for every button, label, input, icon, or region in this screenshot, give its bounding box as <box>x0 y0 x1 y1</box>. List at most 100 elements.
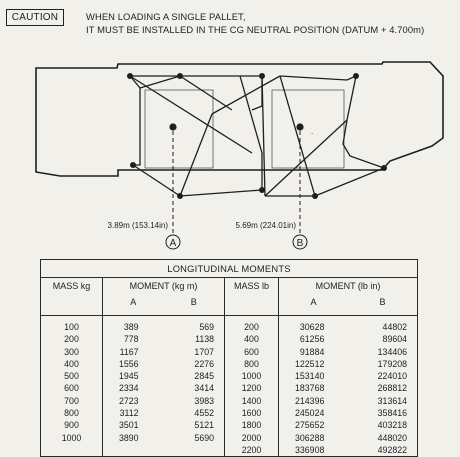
header-lbin-col-a: A <box>310 297 317 307</box>
moment-lbin-b-cell: 134406 <box>377 346 408 357</box>
tie-down-rings <box>127 73 387 199</box>
mass-lb-cell: 2000 <box>241 432 262 443</box>
small-mark: . <box>311 127 313 136</box>
moment-lbin-b-cell: 179208 <box>377 358 408 369</box>
moment-kgm-a-cell: 3112 <box>119 408 139 419</box>
moment-kgm-a-cell: 1556 <box>119 358 139 369</box>
moment-kgm-b-cell: 2276 <box>194 358 214 369</box>
moment-kgm-a-cell: 778 <box>123 334 139 345</box>
mass-lb-cell: 1800 <box>241 420 262 431</box>
moment-kgm-b-cell: 2845 <box>194 371 214 382</box>
mass-kg-cell: 200 <box>64 334 79 345</box>
moment-kgm-a-cell: 3890 <box>119 432 139 443</box>
marker-a-label: A <box>170 238 177 249</box>
mass-lb-cell: 600 <box>244 346 259 357</box>
moment-kgm-b-cell: 4552 <box>194 408 214 419</box>
moment-kgm-b-cell: 3983 <box>194 395 214 406</box>
moment-kgm-a-cell: 2723 <box>119 395 139 406</box>
moment-lbin-a-cell: 153140 <box>295 371 325 382</box>
mass-lb-cell: 2200 <box>241 444 262 455</box>
moment-kgm-a-cell: 2334 <box>119 383 139 394</box>
dimension-b: 5.69m (224.01in) <box>236 221 297 230</box>
moment-kgm-b-cell: 3414 <box>194 383 214 394</box>
cg-point-a <box>169 123 177 131</box>
moment-lbin-b-cell: 448020 <box>377 432 408 443</box>
mass-lb-column: 200 400 600 800 1000 1200 1400 1600 1800 2000 2200 <box>224 314 279 457</box>
moment-kgm-b-cell: 1138 <box>195 334 214 345</box>
moment-lbin-a-cell: 91884 <box>299 346 325 357</box>
caution-line-2: IT MUST BE INSTALLED IN THE CG NEUTRAL P… <box>86 24 425 35</box>
header-moment-kgm-label: MOMENT (kg m) <box>129 281 198 291</box>
cargo-floor-diagram: . 3.89m (153.14in) 5.69m (224.01in) A B <box>35 61 444 250</box>
header-mass-lb-label: MASS lb <box>233 281 269 291</box>
header-moment-kgm: MOMENT (kg m) A B <box>102 277 225 316</box>
header-mass-kg-label: MASS kg <box>52 281 91 291</box>
mass-kg-cell: 100 <box>64 322 79 332</box>
cg-point-b <box>296 123 304 131</box>
moment-lbin-b-cell: 358416 <box>377 408 408 419</box>
header-moment-lbin: MOMENT (lb in) A B <box>277 277 419 316</box>
moment-kgm-b-cell: 5690 <box>194 432 214 443</box>
moment-kgm-b-cell: 569 <box>199 322 214 332</box>
table-title: LONGITUDINAL MOMENTS <box>39 259 419 278</box>
moment-kgm-a-cell: 3501 <box>119 420 139 431</box>
mass-kg-column: 100 200 300 400 500 600 700 800 900 1000 <box>40 314 103 457</box>
pallet-b <box>271 89 345 169</box>
moment-lbin-a-cell: 30628 <box>299 322 325 332</box>
moment-lbin-column: 30628 61256 91884 122512 153140 183768 214396 2… <box>277 314 419 457</box>
moment-lbin-b-cell: 89604 <box>382 334 408 345</box>
mass-lb-cell: 1600 <box>241 408 262 419</box>
moment-kgm-b-cell: 5121 <box>194 420 214 431</box>
mass-kg-cell: 900 <box>64 420 79 431</box>
mass-kg-cell: 700 <box>64 395 79 406</box>
caution-line-1: WHEN LOADING A SINGLE PALLET, <box>86 11 246 22</box>
mass-kg-cell: 300 <box>64 346 79 357</box>
header-moment-lbin-label: MOMENT (lb in) <box>315 281 381 291</box>
moment-kgm-a-cell: 389 <box>123 322 139 332</box>
header-kgm-col-b: B <box>190 297 197 307</box>
fuselage-outline <box>35 61 444 177</box>
moment-kgm-b-cell: 1707 <box>194 346 214 357</box>
moment-lbin-b-cell: 224010 <box>377 371 408 382</box>
mass-kg-cell: 400 <box>64 358 79 369</box>
moment-lbin-b-cell: 403218 <box>377 420 408 431</box>
moment-lbin-a-cell: 245024 <box>295 408 325 419</box>
mass-kg-cell: 500 <box>64 371 79 382</box>
moment-lbin-a-cell: 306288 <box>295 432 325 443</box>
mass-kg-cell: 1000 <box>61 432 82 443</box>
header-kgm-col-a: A <box>130 297 137 307</box>
header-mass-kg: MASS kg <box>40 277 103 316</box>
moment-lbin-a-cell: 61256 <box>299 334 325 345</box>
mass-lb-cell: 800 <box>244 358 259 369</box>
mass-lb-cell: 1400 <box>241 395 262 406</box>
marker-b-circle <box>292 234 308 250</box>
longitudinal-moments-table: LONGITUDINAL MOMENTS MASS kg MOMENT (kg … <box>39 259 419 457</box>
mass-kg-cell: 800 <box>64 408 79 419</box>
pallet-a <box>144 89 214 169</box>
moment-lbin-b-cell: 44802 <box>382 322 408 332</box>
mass-lb-cell: 1000 <box>241 371 262 382</box>
moment-lbin-a-cell: 275652 <box>295 420 325 431</box>
moment-lbin-a-cell: 336908 <box>295 444 325 455</box>
caution-label: CAUTION <box>6 9 64 26</box>
header-lbin-col-b: B <box>379 297 386 307</box>
moment-lbin-b-cell: 313614 <box>377 395 408 406</box>
mass-kg-cell: 600 <box>64 383 79 394</box>
tie-down-straps <box>129 75 385 197</box>
mass-lb-cell: 200 <box>244 322 259 332</box>
moment-kgm-column: 389 778 1167 1556 1945 2334 2723 3112 3501 3890 5… <box>102 314 225 457</box>
moment-lbin-a-cell: 122512 <box>295 358 325 369</box>
moment-lbin-b-cell: 492822 <box>377 444 408 455</box>
moment-kgm-a-cell: 1945 <box>119 371 139 382</box>
mass-lb-cell: 400 <box>244 334 259 345</box>
mass-lb-cell: 1200 <box>241 383 262 394</box>
moment-lbin-a-cell: 183768 <box>295 383 325 394</box>
caution-message: WHEN LOADING A SINGLE PALLET, IT MUST BE… <box>86 10 456 36</box>
dimension-a: 3.89m (153.14in) <box>108 221 169 230</box>
marker-b-label: B <box>297 238 304 249</box>
moment-kgm-a-cell: 1167 <box>119 346 139 357</box>
header-mass-lb: MASS lb <box>224 277 279 316</box>
moment-lbin-a-cell: 214396 <box>295 395 325 406</box>
marker-a-circle <box>165 234 181 250</box>
moment-lbin-b-cell: 268812 <box>377 383 408 394</box>
